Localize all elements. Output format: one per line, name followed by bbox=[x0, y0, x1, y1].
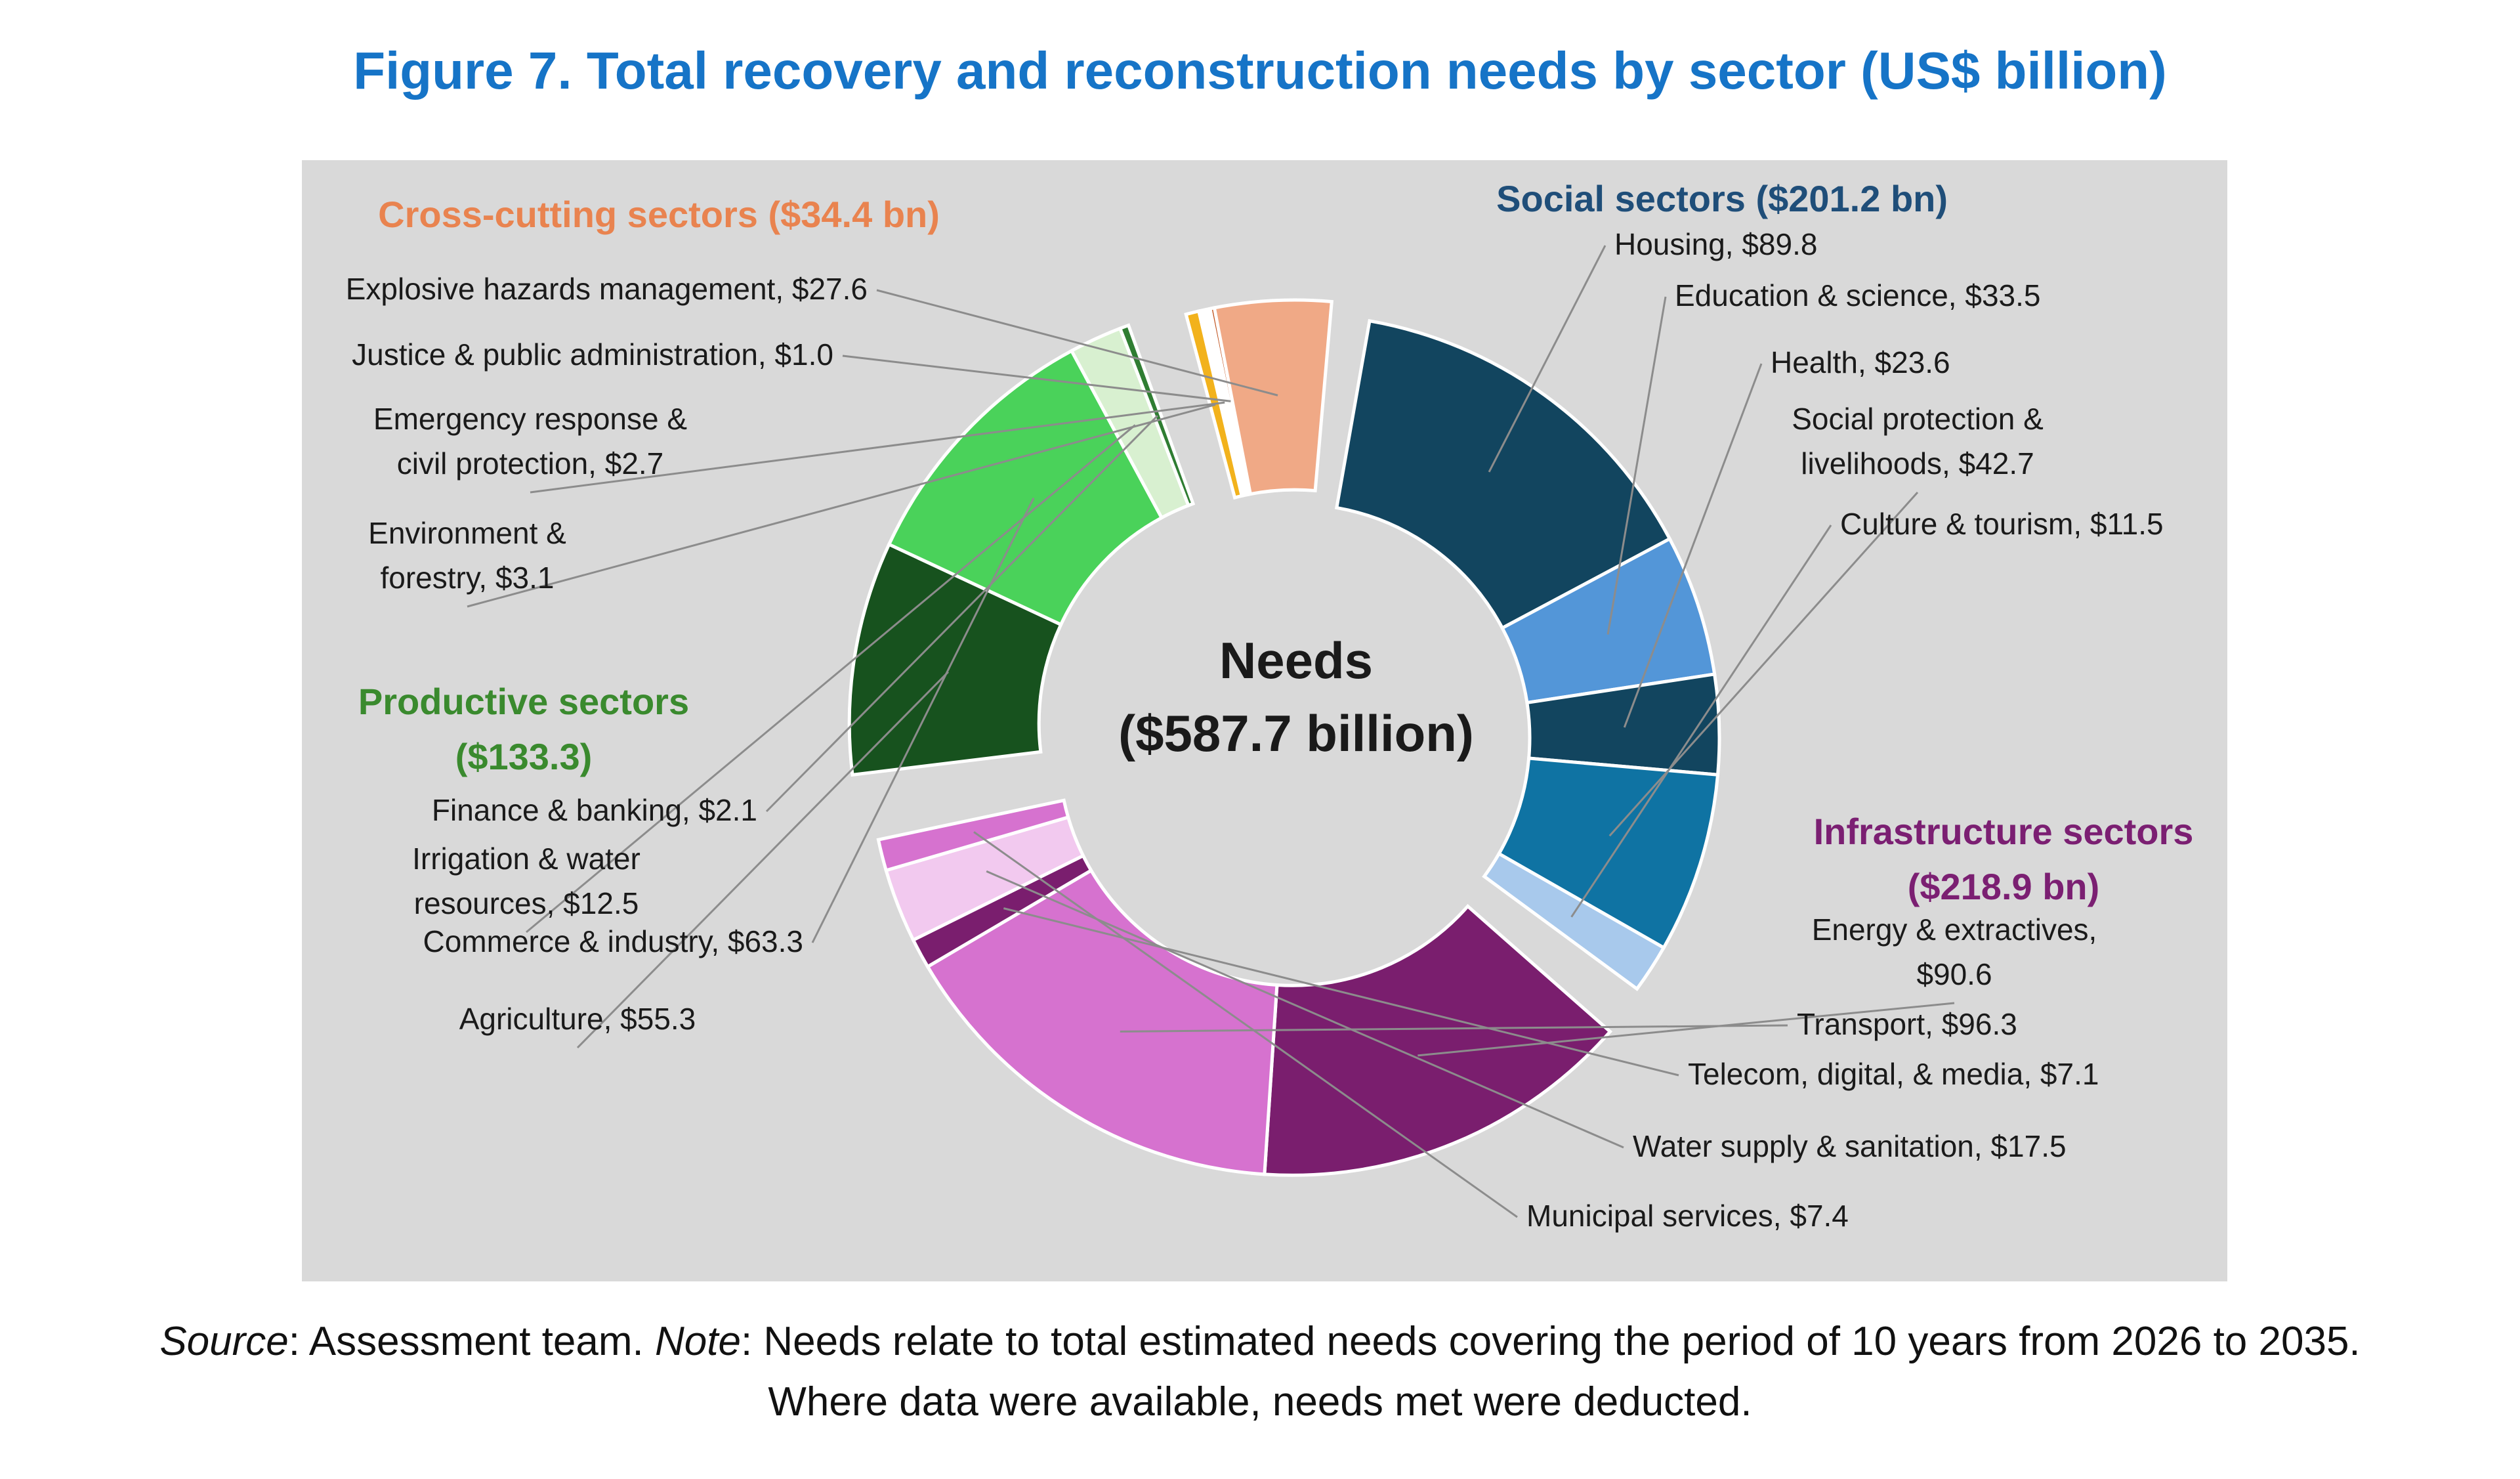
label-social-protection-livelihoods: Social protection & livelihoods, $42.7 bbox=[1792, 402, 2044, 481]
label-water-supply-sanitation: Water supply & sanitation, $17.5 bbox=[1633, 1129, 2067, 1163]
leader-justice-public-administration bbox=[842, 354, 1231, 402]
label-health: Health, $23.6 bbox=[1771, 345, 1950, 379]
leader-health bbox=[1623, 363, 1763, 728]
slice-energy-extractives bbox=[1263, 904, 1613, 1177]
slice-housing bbox=[1334, 318, 1672, 631]
label-finance-banking: Finance & banking, $2.1 bbox=[432, 793, 757, 827]
source-note-line-2: Where data were available, needs met wer… bbox=[768, 1379, 1752, 1425]
label-culture-tourism: Culture & tourism, $11.5 bbox=[1840, 507, 2164, 541]
center-label-total: ($587.7 billion) bbox=[1118, 704, 1474, 762]
leader-irrigation-water-resources bbox=[526, 424, 1136, 933]
slice-culture-tourism bbox=[1482, 851, 1666, 991]
label-energy-extractives: Energy & extractives, $90.6 bbox=[1812, 912, 2097, 991]
leader-municipal-services bbox=[973, 831, 1518, 1218]
group-label-infrastructure-sectors: Infrastructure sectors ($218.9 bn) bbox=[1814, 811, 2194, 907]
label-education-science: Education & science, $33.5 bbox=[1675, 278, 2040, 312]
leader-energy-extractives bbox=[1418, 1002, 1955, 1057]
leader-emergency-response-civil-protection bbox=[530, 401, 1225, 494]
center-label-title: Needs bbox=[1219, 632, 1373, 689]
label-agriculture: Agriculture, $55.3 bbox=[459, 1002, 696, 1036]
group-label-social-sectors: Social sectors ($201.2 bn) bbox=[1496, 178, 1948, 219]
leader-housing bbox=[1488, 245, 1606, 473]
group-label-cross-cutting-sectors: Cross-cutting sectors ($34.4 bn) bbox=[378, 194, 940, 235]
label-telecom-digital-media: Telecom, digital, & media, $7.1 bbox=[1688, 1057, 2099, 1091]
label-commerce-industry: Commerce & industry, $63.3 bbox=[423, 924, 804, 958]
leader-finance-banking bbox=[765, 415, 1158, 813]
slice-municipal-services bbox=[876, 798, 1070, 872]
leader-education-science bbox=[1606, 296, 1667, 635]
slice-explosive-hazards-management bbox=[1212, 298, 1334, 496]
label-housing: Housing, $89.8 bbox=[1614, 227, 1817, 261]
leader-commerce-industry bbox=[811, 497, 1035, 943]
label-explosive-hazards-management: Explosive hazards management, $27.6 bbox=[346, 272, 868, 306]
note-text: : Needs relate to total estimated needs … bbox=[740, 1319, 2361, 1364]
group-label-productive-sectors: Productive sectors ($133.3) bbox=[358, 681, 689, 777]
label-transport: Transport, $96.3 bbox=[1797, 1007, 2017, 1041]
slice-transport bbox=[925, 868, 1279, 1176]
label-municipal-services: Municipal services, $7.4 bbox=[1526, 1199, 1849, 1233]
note-word: Note bbox=[654, 1319, 741, 1364]
label-irrigation-water-resources: Irrigation & water resources, $12.5 bbox=[412, 842, 640, 920]
source-text: : Assessment team. bbox=[288, 1319, 655, 1364]
label-justice-public-administration: Justice & public administration, $1.0 bbox=[352, 337, 833, 372]
label-environment-forestry: Environment & forestry, $3.1 bbox=[368, 516, 566, 595]
leader-culture-tourism bbox=[1570, 525, 1832, 918]
leader-telecom-digital-media bbox=[1003, 907, 1679, 1077]
leader-explosive-hazards-management bbox=[876, 289, 1278, 397]
chart-panel: Housing, $89.8 Education & science, $33.5… bbox=[302, 160, 2227, 1281]
label-emergency-response-civil-protection: Emergency response & civil protection, $2… bbox=[373, 402, 687, 481]
source-note: Source: Assessment team. Note: Needs rel… bbox=[0, 1318, 2520, 1365]
leader-environment-forestry bbox=[467, 404, 1216, 608]
leader-social-protection-livelihoods bbox=[1608, 491, 1919, 837]
donut-chart: Housing, $89.8 Education & science, $33.5… bbox=[346, 178, 2194, 1233]
chart-title: Figure 7. Total recovery and reconstruct… bbox=[353, 41, 2167, 100]
source-word: Source bbox=[159, 1319, 289, 1364]
leader-agriculture bbox=[576, 671, 949, 1049]
leader-transport bbox=[1120, 1024, 1788, 1033]
